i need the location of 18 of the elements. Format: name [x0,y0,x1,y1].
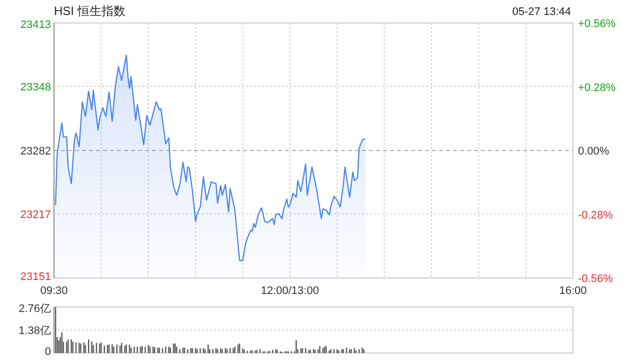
y2-tick-label: 0.00% [578,146,610,158]
y-tick-label: 1.38亿 [18,325,51,337]
x-tick-label: 16:00 [559,285,587,297]
x-tick-label: 12:00/13:00 [260,285,319,297]
y-tick-label: 23348 [20,81,51,94]
chart-subtitle: 05-27 13:44 [512,6,571,18]
y2-tick-label: -0.56% [578,273,614,285]
y-tick-label: 23151 [20,271,51,283]
chart-title: HSI 恒生指数 [54,4,126,18]
y-tick-label: 2.76亿 [18,303,51,315]
y2-tick-label: +0.56% [578,18,616,30]
y-tick-label: 23217 [20,208,51,221]
x-tick-label: 09:30 [40,285,68,297]
y2-tick-label: -0.28% [578,209,614,222]
y-tick-label: 23413 [20,19,51,31]
y2-tick-label: +0.28% [578,82,616,94]
y-tick-label: 23282 [20,146,51,158]
y-tick-label: 0 [44,346,51,358]
